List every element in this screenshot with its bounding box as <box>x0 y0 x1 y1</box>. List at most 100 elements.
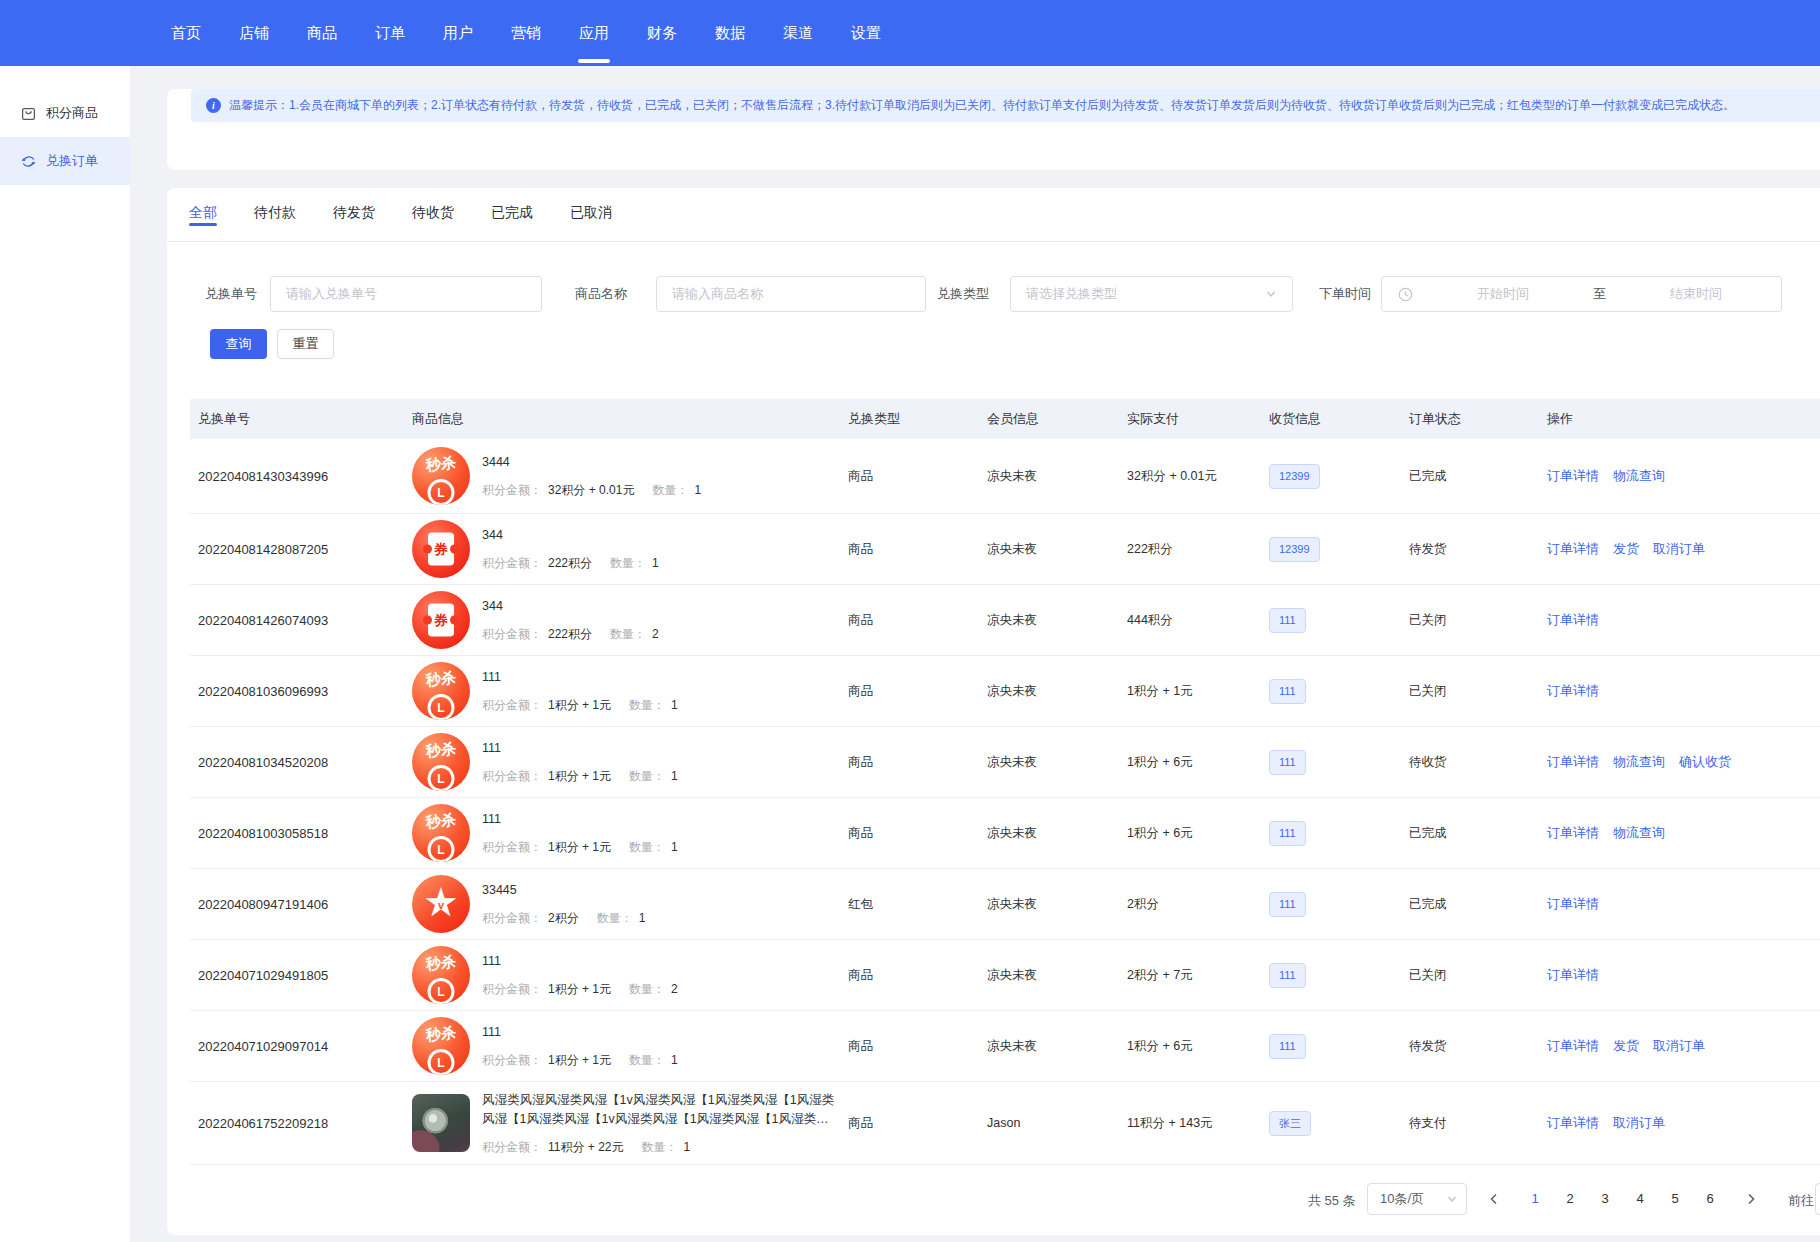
delivery-tag[interactable]: 111 <box>1269 821 1306 846</box>
action-link[interactable]: 订单详情 <box>1547 825 1599 840</box>
delivery-tag[interactable]: 111 <box>1269 608 1306 633</box>
delivery-tag[interactable]: 111 <box>1269 963 1306 988</box>
paid-amount: 11积分 + 143元 <box>1127 1116 1213 1130</box>
delivery-tag[interactable]: 111 <box>1269 892 1306 917</box>
nav-item[interactable]: 渠道 <box>782 0 814 66</box>
prev-page-button[interactable] <box>1480 1183 1508 1215</box>
paid-amount: 444积分 <box>1127 613 1173 627</box>
page-number-2[interactable]: 2 <box>1554 1183 1586 1215</box>
product-name: 344 <box>482 526 659 545</box>
row-actions: 订单详情物流查询确认收货 <box>1539 753 1820 771</box>
nav-item[interactable]: 订单 <box>374 0 406 66</box>
points-amount-label: 积分金额： <box>482 1140 542 1154</box>
action-link[interactable]: 物流查询 <box>1613 468 1665 483</box>
nav-item[interactable]: 营销 <box>510 0 542 66</box>
action-link[interactable]: 订单详情 <box>1547 1038 1599 1053</box>
reset-button[interactable]: 重置 <box>277 329 334 359</box>
delivery-tag[interactable]: 张三 <box>1269 1111 1311 1136</box>
quantity-label: 数量： <box>610 627 646 641</box>
order-number: 202204081036096993 <box>198 684 328 699</box>
seckill-product-icon: 秒杀L <box>412 662 470 720</box>
nav-item[interactable]: 店铺 <box>238 0 270 66</box>
nav-item[interactable]: 商品 <box>306 0 338 66</box>
exchange-type: 商品 <box>848 826 873 840</box>
action-link[interactable]: 订单详情 <box>1547 541 1599 556</box>
action-link[interactable]: 取消订单 <box>1653 1038 1705 1053</box>
page-size-select[interactable]: 10条/页 <box>1367 1183 1467 1215</box>
page-number-6[interactable]: 6 <box>1694 1183 1726 1215</box>
action-link[interactable]: 订单详情 <box>1547 896 1599 911</box>
product-name: 111 <box>482 952 678 971</box>
action-link[interactable]: 物流查询 <box>1613 825 1665 840</box>
delivery-tag[interactable]: 12399 <box>1269 464 1320 489</box>
sidebar-item[interactable]: 积分商品 <box>0 89 130 137</box>
action-link[interactable]: 订单详情 <box>1547 1115 1599 1130</box>
action-link[interactable]: 物流查询 <box>1613 754 1665 769</box>
chevron-down-icon <box>1265 288 1277 300</box>
action-link[interactable]: 订单详情 <box>1547 754 1599 769</box>
tab-4[interactable]: 已完成 <box>491 204 533 242</box>
quantity-value: 1 <box>671 1053 678 1067</box>
delivery-tag[interactable]: 111 <box>1269 679 1306 704</box>
nav-item[interactable]: 财务 <box>646 0 678 66</box>
action-link[interactable]: 订单详情 <box>1547 468 1599 483</box>
end-time-placeholder: 结束时间 <box>1670 285 1722 303</box>
action-link[interactable]: 订单详情 <box>1547 612 1599 627</box>
tab-5[interactable]: 已取消 <box>570 204 612 242</box>
search-button[interactable]: 查询 <box>210 329 267 359</box>
tab-0[interactable]: 全部 <box>189 204 217 242</box>
delivery-tag[interactable]: 111 <box>1269 1034 1306 1059</box>
page-number-4[interactable]: 4 <box>1624 1183 1656 1215</box>
nav-item[interactable]: 用户 <box>442 0 474 66</box>
action-link[interactable]: 发货 <box>1613 1038 1639 1053</box>
column-header: 实际支付 <box>1119 410 1261 428</box>
nav-item[interactable]: 首页 <box>170 0 202 66</box>
paid-amount: 1积分 + 6元 <box>1127 826 1193 840</box>
points-amount-value: 11积分 + 22元 <box>548 1140 623 1154</box>
goto-page-input[interactable] <box>1815 1183 1820 1215</box>
chevron-right-icon <box>1745 1193 1757 1205</box>
exchange-type: 红包 <box>848 897 873 911</box>
exchange-type-select[interactable]: 请选择兑换类型 <box>1010 276 1293 312</box>
exchange-type-filter-label: 兑换类型 <box>937 276 989 312</box>
product-name: 344 <box>482 597 659 616</box>
tab-1[interactable]: 待付款 <box>254 204 296 242</box>
page-number-3[interactable]: 3 <box>1589 1183 1621 1215</box>
table-row: 202204081430343996 秒杀L 3444 积分金额：32积分 + … <box>190 439 1820 514</box>
action-link[interactable]: 订单详情 <box>1547 967 1599 982</box>
sidebar-item[interactable]: 兑换订单 <box>0 137 130 185</box>
product-name: 111 <box>482 739 678 758</box>
next-page-button[interactable] <box>1737 1183 1765 1215</box>
top-navbar: 首页店铺商品订单用户营销应用财务数据渠道设置 <box>0 0 1820 66</box>
photo-product-icon <box>412 1094 470 1152</box>
coupon-product-icon: 券 <box>412 520 470 578</box>
points-amount-value: 32积分 + 0.01元 <box>548 483 634 497</box>
goto-label: 前往 <box>1788 1192 1814 1210</box>
action-link[interactable]: 取消订单 <box>1613 1115 1665 1130</box>
nav-item[interactable]: 应用 <box>578 0 610 66</box>
table-row: 202204081003058518 秒杀L 111 积分金额：1积分 + 1元… <box>190 798 1820 869</box>
order-no-input[interactable]: 请输入兑换单号 <box>270 276 542 312</box>
exchange-type: 商品 <box>848 542 873 556</box>
member-name: 凉央未夜 <box>987 684 1037 698</box>
member-name: 凉央未夜 <box>987 1039 1037 1053</box>
row-actions: 订单详情 <box>1539 682 1820 700</box>
page-number-1[interactable]: 1 <box>1519 1183 1551 1215</box>
action-link[interactable]: 订单详情 <box>1547 683 1599 698</box>
page-number-5[interactable]: 5 <box>1659 1183 1691 1215</box>
quantity-label: 数量： <box>629 840 665 854</box>
order-time-range[interactable]: 开始时间 至 结束时间 <box>1381 276 1782 312</box>
tab-2[interactable]: 待发货 <box>333 204 375 242</box>
column-header: 兑换单号 <box>190 410 404 428</box>
action-link[interactable]: 发货 <box>1613 541 1639 556</box>
action-link[interactable]: 确认收货 <box>1679 754 1731 769</box>
seckill-product-icon: 秒杀L <box>412 946 470 1004</box>
product-name-input[interactable]: 请输入商品名称 <box>656 276 926 312</box>
delivery-tag[interactable]: 12399 <box>1269 537 1320 562</box>
nav-item[interactable]: 数据 <box>714 0 746 66</box>
exchange-type: 商品 <box>848 684 873 698</box>
tab-3[interactable]: 待收货 <box>412 204 454 242</box>
delivery-tag[interactable]: 111 <box>1269 750 1306 775</box>
action-link[interactable]: 取消订单 <box>1653 541 1705 556</box>
nav-item[interactable]: 设置 <box>850 0 882 66</box>
